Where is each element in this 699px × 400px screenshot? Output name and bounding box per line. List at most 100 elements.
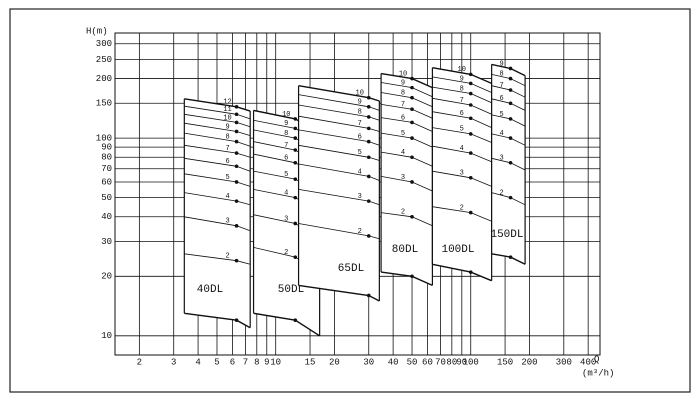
stage-label: 7 [460, 97, 464, 105]
rated-point [468, 210, 473, 215]
rated-point [468, 116, 473, 121]
stage-label: 3 [225, 218, 229, 226]
rated-point [468, 270, 473, 274]
stage-label: 4 [401, 149, 405, 157]
rated-point [234, 112, 239, 117]
rated-point [234, 120, 239, 125]
region-backing [184, 98, 251, 328]
stage-label: 5 [460, 126, 464, 134]
y-tick-label: 50 [101, 193, 112, 203]
x-tick-label: 400 [580, 357, 596, 367]
family-label: 40DL [197, 284, 223, 296]
x-tick-label: 60 [422, 357, 433, 367]
rated-point [366, 126, 371, 131]
rated-point [410, 95, 414, 100]
stage-label: 9 [401, 79, 405, 87]
stage-label: 7 [358, 120, 362, 128]
stage-label: 2 [284, 249, 288, 257]
x-tick-label: 70 [435, 357, 446, 367]
rated-point [234, 199, 239, 203]
rated-point [366, 155, 371, 160]
rated-point [508, 255, 513, 259]
rated-point [468, 72, 473, 77]
region-backing [298, 85, 380, 302]
rated-point [508, 117, 513, 121]
rated-point [366, 95, 371, 100]
stage-label: 6 [284, 155, 288, 163]
stage-label: 11 [223, 106, 231, 114]
stage-label: 8 [499, 70, 503, 78]
stage-label: 4 [358, 168, 362, 176]
rated-point [293, 195, 298, 200]
x-tick-label: 15 [305, 357, 316, 367]
stage-label: 4 [225, 193, 229, 201]
family-label: 150DL [490, 229, 523, 241]
region-backing [491, 64, 526, 265]
stage-label: 3 [358, 193, 362, 201]
rated-point [410, 274, 414, 279]
x-tick-label: 4 [195, 357, 200, 367]
rated-point [508, 195, 513, 200]
rated-point [234, 151, 239, 155]
stage-label: 2 [401, 209, 405, 217]
stage-label: 4 [284, 189, 288, 197]
rated-point [410, 85, 414, 90]
rated-point [293, 161, 298, 165]
rated-point [468, 175, 473, 180]
family-label-bg [337, 262, 367, 274]
rated-point [234, 318, 239, 322]
stage-label: 2 [358, 228, 362, 236]
stage-label: 10 [282, 111, 290, 119]
stage-label: 9 [499, 60, 503, 68]
y-tick-label: 300 [96, 39, 112, 49]
rated-point [234, 224, 239, 228]
stage-label: 5 [225, 174, 229, 182]
rated-point [293, 221, 298, 226]
stage-label: 4 [460, 145, 464, 153]
x-tick-label: 150 [497, 357, 513, 367]
stage-label: 7 [401, 101, 405, 109]
stage-label: 9 [358, 99, 362, 107]
x-tick-label: 2 [137, 357, 142, 367]
rated-point [234, 104, 239, 109]
family-label-bg [493, 228, 523, 240]
rated-point [366, 174, 371, 179]
x-tick-label: 30 [363, 357, 374, 367]
rated-point [293, 126, 298, 131]
x-tick-label: 5 [214, 357, 219, 367]
rated-point [508, 88, 513, 92]
stage-label: 3 [401, 174, 405, 182]
rated-point [468, 103, 473, 107]
rated-point [293, 148, 298, 152]
stage-label: 2 [225, 252, 229, 260]
stage-label: 10 [458, 66, 466, 74]
family-label-bg [196, 283, 226, 295]
rated-point [508, 76, 513, 81]
x-tick-label: 3 [171, 357, 176, 367]
rated-point [293, 136, 298, 140]
stage-label: 6 [499, 95, 503, 103]
rated-point [410, 214, 414, 219]
rated-point [410, 155, 414, 160]
stage-label: 6 [225, 158, 229, 166]
x-axis-label: Q [594, 354, 599, 364]
x-tick-label: 7 [243, 357, 248, 367]
stage-label: 8 [284, 130, 288, 138]
x-tick-label: 200 [521, 357, 537, 367]
family-label: 80DL [392, 244, 418, 256]
rated-point [234, 258, 239, 263]
family-label: 100DL [441, 244, 474, 256]
x-tick-label: 8 [254, 357, 259, 367]
plot-area [114, 32, 601, 356]
rated-point [508, 101, 513, 106]
x-tick-label: 6 [230, 357, 235, 367]
x-tick-label: 50 [407, 357, 418, 367]
stage-label: 6 [401, 114, 405, 122]
stage-label: 3 [460, 170, 464, 178]
rated-point [410, 136, 414, 140]
stage-label: 2 [460, 204, 464, 212]
stage-label: 8 [225, 133, 229, 141]
rated-point [508, 136, 513, 140]
